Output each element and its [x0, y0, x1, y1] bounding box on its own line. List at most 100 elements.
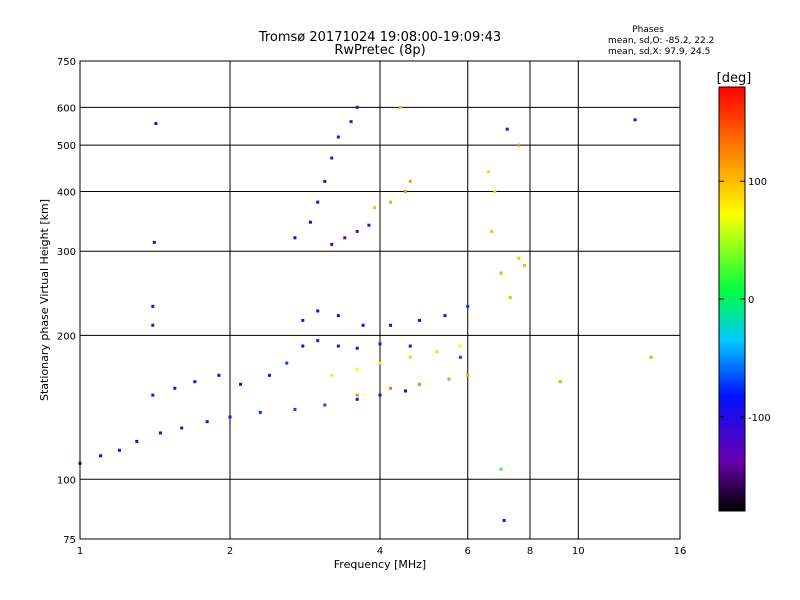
data-point-3-5	[458, 344, 462, 348]
data-point-1-3	[217, 373, 221, 377]
data-point-4-5	[336, 135, 340, 139]
data-point-3-2	[378, 361, 382, 365]
data-point-4-0	[293, 236, 297, 240]
data-point-4-7	[355, 105, 359, 109]
data-point-5-7	[499, 467, 503, 471]
data-point-3-10	[466, 373, 470, 377]
data-point-1-1	[173, 386, 177, 390]
stats-header: Phases	[632, 25, 664, 35]
x-tick-label-5: 10	[572, 546, 585, 557]
x-tick-label-0: 1	[77, 546, 83, 557]
x-tick-label-6: 16	[674, 546, 687, 557]
x-tick-label-4: 8	[527, 546, 533, 557]
data-point-3-9	[447, 377, 451, 381]
data-point-5-3	[499, 271, 503, 275]
y-tick-label-0: 75	[63, 535, 76, 546]
data-point-5-16	[151, 323, 155, 327]
data-point-2-5	[417, 318, 421, 322]
data-point-4-9	[343, 236, 347, 240]
data-point-4-8	[330, 242, 334, 246]
data-point-1-6	[285, 361, 289, 365]
x-tick-label-1: 2	[227, 546, 233, 557]
y-tick-labels: 75 100 200 300 400 500 600 750	[57, 57, 76, 546]
data-point-0-11	[355, 397, 359, 401]
data-point-0-1	[99, 454, 103, 458]
data-point-2-4	[389, 323, 393, 327]
stats-line-o: mean, sd,O: -85.2, 22.2	[608, 36, 714, 46]
data-point-5-1	[493, 189, 497, 193]
data-point-5-6	[523, 264, 527, 268]
y-tick-label-7: 750	[57, 57, 76, 68]
data-point-3-6	[355, 393, 359, 397]
data-point-5-17	[152, 240, 156, 244]
data-point-0-4	[158, 431, 162, 435]
data-point-0-12	[378, 393, 382, 397]
data-point-0-7	[228, 415, 232, 419]
x-axis-label: Frequency [MHz]	[334, 558, 426, 571]
y-axis-label: Stationary phase Virtual Height [km]	[38, 199, 51, 401]
data-point-4-14	[403, 189, 407, 193]
data-point-4-4	[330, 156, 334, 160]
data-point-5-14	[154, 122, 158, 126]
data-point-1-10	[355, 346, 359, 350]
data-point-0-6	[205, 420, 209, 424]
data-point-1-9	[336, 344, 340, 348]
data-point-5-13	[633, 118, 637, 122]
data-point-4-16	[408, 179, 412, 183]
x-tick-label-3: 6	[465, 546, 471, 557]
data-point-0-13	[403, 389, 407, 393]
data-point-2-1	[316, 309, 320, 313]
x-tick-labels: 1 2 4 6 8 10 16	[77, 546, 687, 557]
data-point-4-3	[323, 179, 327, 183]
data-point-1-7	[301, 344, 305, 348]
data-point-0-10	[323, 403, 327, 407]
data-point-5-15	[151, 304, 155, 308]
data-point-4-11	[367, 223, 371, 227]
data-point-4-13	[389, 200, 393, 204]
data-point-1-12	[408, 344, 412, 348]
data-point-5-10	[517, 143, 521, 147]
data-point-1-8	[316, 339, 320, 343]
data-point-2-6	[443, 314, 447, 318]
colorbar-tick-label-0: 100	[748, 177, 767, 188]
stats-line-x: mean, sd,X: 97.9, 24.5	[608, 47, 710, 57]
colorbar-tick-label-2: -100	[748, 413, 771, 424]
data-point-4-10	[355, 229, 359, 233]
data-point-5-11	[558, 380, 562, 384]
data-point-1-14	[458, 355, 462, 359]
data-points	[78, 105, 653, 522]
grid-lines	[79, 60, 681, 540]
y-tick-label-1: 100	[57, 475, 76, 486]
data-point-4-2	[316, 200, 320, 204]
data-point-3-0	[330, 373, 334, 377]
data-point-3-8	[417, 382, 421, 386]
data-point-4-15	[399, 105, 403, 109]
colorbar-ticks: 100 0 -100	[719, 177, 771, 424]
plot-frame	[79, 60, 681, 540]
y-tick-label-6: 600	[57, 103, 76, 114]
data-point-5-4	[508, 296, 512, 300]
data-point-5-12	[649, 355, 653, 359]
colorbar-label: [deg]	[717, 71, 752, 86]
data-point-5-8	[502, 518, 506, 522]
data-point-5-9	[505, 127, 509, 131]
data-point-0-9	[293, 407, 297, 411]
y-tick-label-2: 200	[57, 331, 76, 342]
data-point-3-7	[389, 386, 393, 390]
data-point-1-11	[378, 342, 382, 346]
data-point-2-7	[466, 304, 470, 308]
data-point-5-0	[486, 170, 490, 174]
data-point-2-0	[301, 318, 305, 322]
data-point-1-0	[151, 393, 155, 397]
x-tick-label-2: 4	[377, 546, 383, 557]
data-point-0-5	[180, 426, 184, 430]
data-point-5-5	[517, 256, 521, 260]
data-point-1-4	[239, 382, 243, 386]
data-point-1-5	[267, 373, 271, 377]
chart-subtitle: RwPretec (8p)	[334, 43, 425, 58]
y-tick-label-3: 300	[57, 247, 76, 258]
data-point-0-3	[135, 439, 139, 443]
data-point-4-1	[308, 220, 312, 224]
data-point-0-2	[117, 448, 121, 452]
